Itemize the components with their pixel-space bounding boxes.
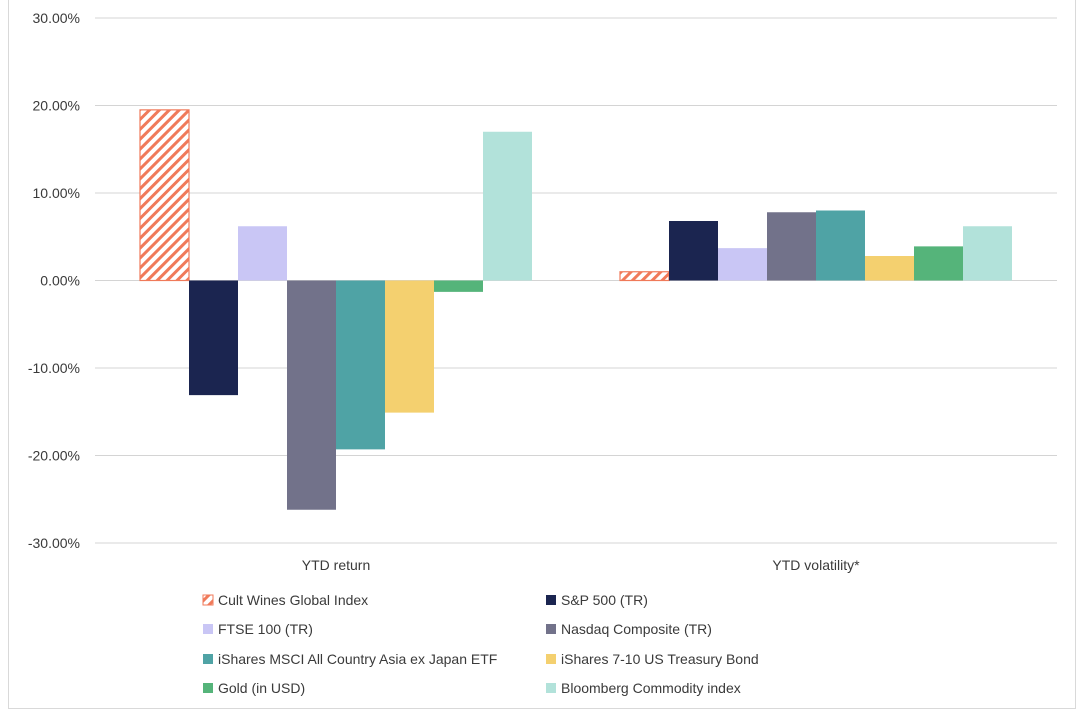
bar-ftse-100-tr-0 <box>238 226 287 281</box>
bar-bloomberg-commodity-index-1 <box>963 226 1012 281</box>
legend-swatch <box>203 683 213 693</box>
legend-label: iShares MSCI All Country Asia ex Japan E… <box>218 651 497 667</box>
legend-label: iShares 7-10 US Treasury Bond <box>561 651 759 667</box>
legend-swatch <box>546 654 556 664</box>
chart-frame <box>8 0 1076 709</box>
bar-ftse-100-tr-1 <box>718 248 767 281</box>
category-labels: YTD return YTD volatility* <box>302 557 860 573</box>
bar-nasdaq-composite-tr-0 <box>287 280 336 510</box>
legend: Cult Wines Global Index S&P 500 (TR) FTSE … <box>202 592 759 696</box>
category-label: YTD volatility* <box>772 557 860 573</box>
legend-label: S&P 500 (TR) <box>561 592 648 608</box>
bar-s-p-500-tr-0 <box>189 280 238 396</box>
y-tick-label: -20.00% <box>28 448 80 464</box>
y-tick-label: 30.00% <box>33 10 80 26</box>
legend-label: Gold (in USD) <box>218 680 305 696</box>
bar-ishares-7-10-us-treasury-bond-0 <box>385 280 434 413</box>
y-tick-label: -30.00% <box>28 535 80 551</box>
legend-label: FTSE 100 (TR) <box>218 621 313 637</box>
y-tick-label: 0.00% <box>40 273 80 289</box>
gridlines: 30.00% 20.00% 10.00% 0.00% -10.00% -20.00% -30… <box>28 10 1057 551</box>
legend-swatch <box>202 594 214 606</box>
legend-label: Bloomberg Commodity index <box>561 680 741 696</box>
legend-swatch <box>546 683 556 693</box>
bar-ishares-msci-all-country-asia-ex-japan-etf-1 <box>816 210 865 281</box>
y-tick-label: 10.00% <box>33 185 80 201</box>
legend-swatch <box>203 624 213 634</box>
bar-nasdaq-composite-tr-1 <box>767 212 816 281</box>
category-label: YTD return <box>302 557 370 573</box>
bars <box>139 109 1012 510</box>
legend-swatch <box>546 624 556 634</box>
bar-gold-in-usd-1 <box>914 246 963 281</box>
bar-s-p-500-tr-1 <box>669 221 718 281</box>
y-tick-label: -10.00% <box>28 360 80 376</box>
bar-ishares-7-10-us-treasury-bond-1 <box>865 256 914 281</box>
bar-ishares-msci-all-country-asia-ex-japan-etf-0 <box>336 280 385 450</box>
legend-label: Cult Wines Global Index <box>218 592 368 608</box>
bar-bloomberg-commodity-index-0 <box>483 131 532 281</box>
bar-cult-wines-global-index-0 <box>139 109 190 282</box>
bar-cult-wines-global-index-1 <box>619 271 670 282</box>
legend-swatch <box>546 595 556 605</box>
bar-gold-in-usd-0 <box>434 280 483 292</box>
y-tick-label: 20.00% <box>33 98 80 114</box>
legend-swatch <box>203 654 213 664</box>
legend-label: Nasdaq Composite (TR) <box>561 621 712 637</box>
